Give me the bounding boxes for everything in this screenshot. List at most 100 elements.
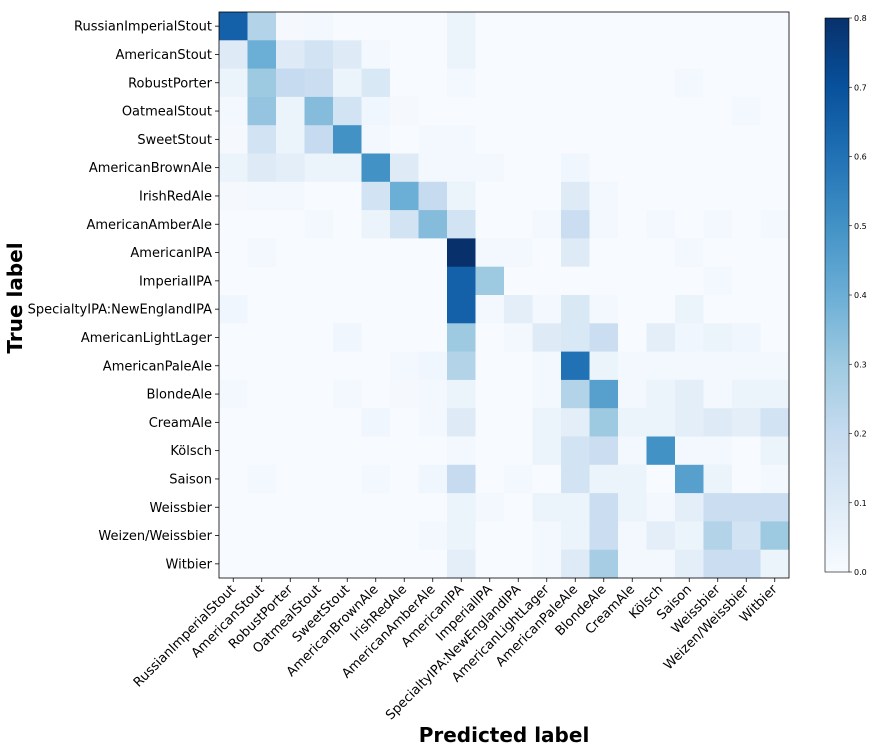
heatmap-cell (646, 96, 676, 126)
heatmap-cell (532, 323, 562, 352)
heatmap-cell (532, 295, 562, 324)
heatmap-cell (532, 181, 562, 211)
heatmap-cell (475, 12, 505, 41)
heatmap-cell (532, 521, 562, 551)
heatmap-cell (361, 210, 391, 239)
heatmap-cell (361, 68, 391, 98)
heatmap-cell (732, 549, 761, 579)
heatmap-cell (504, 436, 533, 466)
heatmap-cell (589, 464, 619, 494)
heatmap-cell (247, 323, 277, 352)
heatmap-cell (504, 210, 533, 239)
heatmap-cell (675, 521, 704, 551)
heatmap-cell (447, 12, 476, 41)
heatmap-cell (561, 125, 590, 154)
heatmap-cell (304, 12, 334, 41)
heatmap-cell (732, 181, 761, 211)
heatmap-cell (732, 521, 761, 551)
heatmap-cell (532, 408, 562, 437)
y-tick-label: SpecialtyIPA:NewEnglandIPA (28, 303, 212, 318)
heatmap-cell (276, 323, 305, 352)
heatmap-cell (247, 436, 277, 466)
heatmap-cell (247, 12, 277, 41)
heatmap-cell (703, 266, 733, 296)
heatmap-cell (361, 549, 391, 579)
heatmap-cell (589, 266, 619, 296)
heatmap-cell (532, 40, 562, 69)
heatmap-cell (333, 153, 362, 183)
heatmap-cell (418, 210, 448, 239)
heatmap-cell (333, 266, 362, 296)
heatmap-cell (646, 464, 676, 494)
heatmap-cell (703, 323, 733, 352)
heatmap-cell (675, 549, 704, 579)
heatmap-cell (219, 493, 248, 522)
y-axis-title: True label (3, 242, 27, 353)
heatmap-cell (703, 549, 733, 579)
heatmap-cell (646, 266, 676, 296)
heatmap-cell (304, 181, 334, 211)
heatmap-cell (618, 238, 647, 268)
heatmap-cell (304, 464, 334, 494)
y-tick-label: SweetStout (137, 133, 212, 148)
heatmap-cell (675, 464, 704, 494)
heatmap-cell (304, 153, 334, 183)
heatmap-cell (333, 323, 362, 352)
heatmap-cell (561, 153, 590, 183)
y-tick-label: Kölsch (170, 444, 212, 459)
heatmap-cell (276, 436, 305, 466)
heatmap-cell (418, 436, 448, 466)
heatmap-cell (561, 521, 590, 551)
heatmap-cell (504, 323, 533, 352)
heatmap-cell (418, 125, 448, 154)
y-tick-label: AmericanStout (115, 48, 212, 63)
heatmap-cell (618, 12, 647, 41)
heatmap-cell (418, 181, 448, 211)
heatmap-cell (703, 68, 733, 98)
heatmap-cell (390, 464, 419, 494)
heatmap-cell (390, 96, 419, 126)
heatmap-cell (333, 12, 362, 41)
heatmap-cell (247, 408, 277, 437)
heatmap-cell (532, 266, 562, 296)
heatmap-cell (532, 96, 562, 126)
heatmap-cell (675, 266, 704, 296)
heatmap-cell (247, 351, 277, 381)
heatmap-cell (219, 40, 248, 69)
heatmap-cell (760, 210, 790, 239)
heatmap-cell (561, 408, 590, 437)
heatmap-cell (276, 521, 305, 551)
y-tick-label: AmericanBrownAle (89, 161, 212, 176)
heatmap-cell (646, 436, 676, 466)
heatmap-cell (732, 379, 761, 409)
heatmap-cell (475, 40, 505, 69)
colorbar-tick-label: 0.0 (854, 568, 867, 577)
heatmap-cell (447, 125, 476, 154)
heatmap-cell (361, 521, 391, 551)
heatmap-cell (760, 40, 790, 69)
heatmap-cell (219, 153, 248, 183)
heatmap-cell (646, 493, 676, 522)
heatmap-cell (333, 210, 362, 239)
heatmap-cell (561, 96, 590, 126)
heatmap-cell (561, 238, 590, 268)
heatmap-cell (760, 68, 790, 98)
heatmap-cell (760, 464, 790, 494)
heatmap-cell (361, 125, 391, 154)
heatmap-cell (703, 12, 733, 41)
heatmap-cell (276, 40, 305, 69)
heatmap-cell (675, 238, 704, 268)
colorbar-gradient (824, 17, 850, 573)
heatmap-cell (589, 295, 619, 324)
heatmap-cell (504, 493, 533, 522)
heatmap-cell (618, 295, 647, 324)
heatmap-cell (703, 493, 733, 522)
heatmap-cell (561, 323, 590, 352)
heatmap-cell (561, 40, 590, 69)
heatmap-cell (361, 351, 391, 381)
heatmap-cell (447, 549, 476, 579)
heatmap-cell (675, 68, 704, 98)
heatmap-cell (618, 379, 647, 409)
heatmap-cell (732, 12, 761, 41)
heatmap-cell (304, 323, 334, 352)
